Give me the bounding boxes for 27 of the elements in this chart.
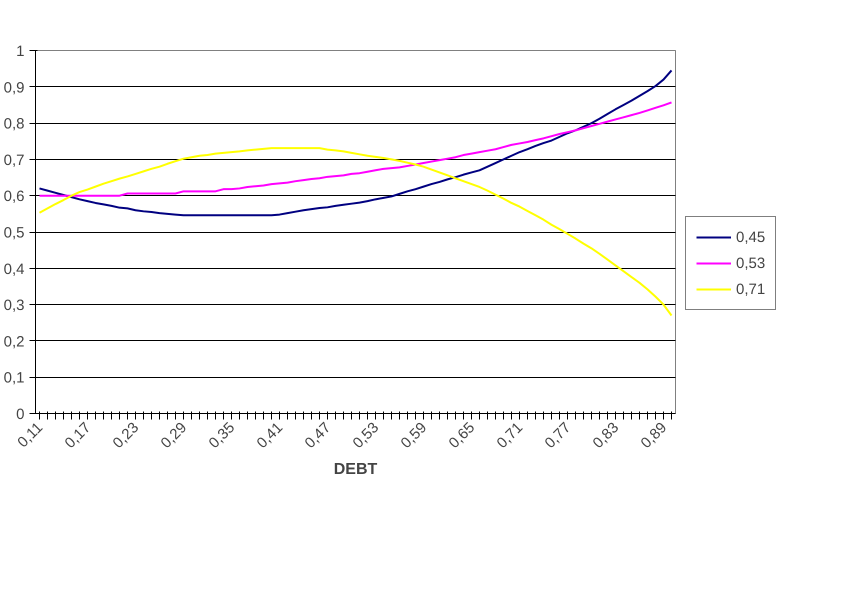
legend-label: 0,53	[736, 254, 766, 272]
y-tick-label: 0,8	[4, 116, 25, 133]
legend-label: 0,45	[736, 228, 766, 246]
x-tick-label: 0,41	[254, 419, 286, 452]
line-series	[38, 69, 672, 216]
y-tick-label: 1	[16, 43, 24, 60]
x-tick-label: 0,53	[350, 419, 382, 452]
y-tick-label: 0,9	[4, 79, 25, 96]
line-series	[38, 101, 672, 197]
y-tick-label: 0,7	[4, 152, 25, 169]
y-tick-label: 0,5	[4, 224, 25, 242]
x-tick-label: 0,71	[494, 419, 526, 452]
x-axis-title: DEBT	[334, 460, 378, 478]
y-tick-label: 0,2	[4, 333, 25, 350]
line-series	[38, 147, 672, 316]
legend-label: 0,71	[736, 280, 766, 298]
y-tick-label: 0,6	[4, 188, 25, 206]
x-tick-label: 0,35	[206, 419, 238, 452]
x-tick-label: 0,89	[638, 419, 670, 452]
x-tick-label: 0,65	[446, 419, 478, 452]
x-tick-label: 0,23	[110, 419, 142, 452]
y-tick-label: 0,3	[4, 297, 25, 314]
y-tick-label: 0,4	[4, 260, 25, 278]
x-tick-label: 0,83	[590, 419, 622, 452]
x-tick-label: 0,29	[158, 419, 190, 452]
y-tick-label: 0,1	[4, 370, 25, 387]
x-tick-label: 0,59	[398, 419, 430, 452]
